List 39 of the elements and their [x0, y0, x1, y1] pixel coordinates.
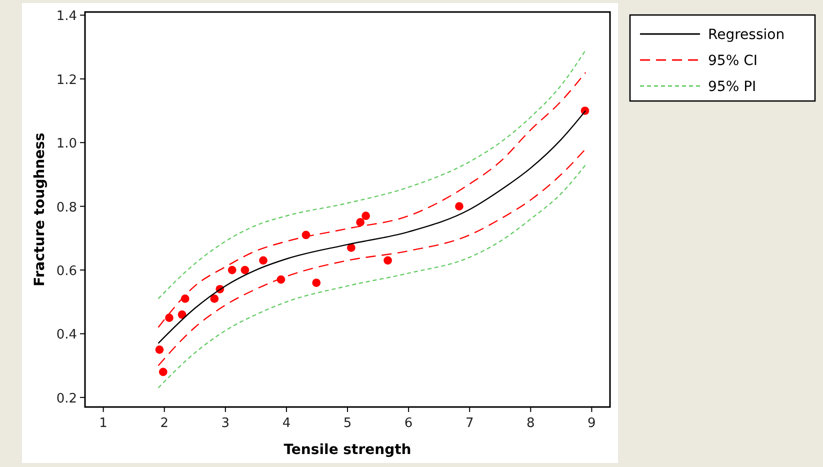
x-tick-label: 8 — [526, 416, 535, 431]
x-tick-label: 4 — [282, 416, 291, 431]
line-series — [158, 148, 586, 366]
x-tick-label: 1 — [99, 416, 108, 431]
point — [346, 244, 356, 252]
legend-label: Regression — [708, 27, 785, 43]
line-series — [158, 72, 586, 328]
line-series — [158, 164, 586, 388]
y-tick-label: 1.2 — [56, 72, 77, 88]
point — [362, 212, 370, 220]
point — [259, 256, 268, 265]
x-tick-label: 6 — [404, 416, 413, 431]
y-tick-label: 0.4 — [56, 328, 77, 343]
line-series — [158, 50, 586, 300]
y-tick-label: 1.0 — [56, 136, 77, 152]
legend-label: 95% PI — [708, 79, 756, 95]
point — [384, 256, 392, 265]
point — [165, 314, 174, 322]
legend-label: 95% CI — [708, 53, 758, 69]
point — [240, 266, 250, 274]
point — [228, 266, 236, 274]
point — [158, 368, 168, 376]
x-tick-label: 3 — [221, 416, 230, 431]
x-tick-label: 5 — [343, 416, 352, 431]
y-tick-label: 1.4 — [56, 9, 77, 24]
y-tick-label: 0.2 — [56, 391, 77, 406]
y-tick-label: 0.8 — [56, 200, 77, 216]
point — [312, 278, 321, 287]
point — [356, 218, 365, 226]
point — [178, 310, 186, 319]
x-axis-title: Tensile strength — [284, 442, 412, 458]
point — [455, 202, 464, 210]
x-tick-label: 7 — [465, 416, 474, 431]
y-tick-label: 0.6 — [56, 264, 77, 280]
y-axis-title: Fracture toughness — [32, 132, 48, 286]
x-tick-label: 9 — [588, 416, 596, 431]
point — [155, 345, 164, 354]
x-tick-label: 2 — [160, 416, 168, 431]
point — [210, 294, 219, 303]
